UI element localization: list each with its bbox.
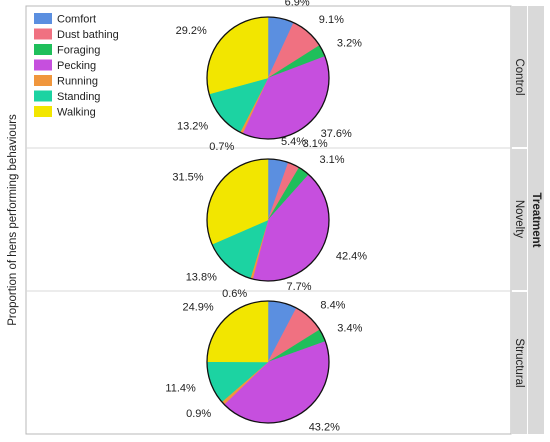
data-label: 8.4%: [320, 300, 345, 312]
data-label: 6.9%: [285, 0, 310, 9]
data-label: 0.7%: [209, 141, 234, 153]
data-label: 24.9%: [182, 301, 213, 313]
data-label: 43.2%: [309, 421, 340, 433]
legend-swatch-running: [34, 75, 52, 86]
facet-strip: [511, 6, 527, 147]
facet-label-control: Control: [513, 58, 525, 95]
data-label: 3.1%: [320, 154, 345, 166]
data-label: 13.8%: [186, 272, 217, 284]
facet-label-novelty: Novelty: [513, 200, 525, 239]
pie-control: 6.9% 9.1% 3.2% 37.6% 0.7%13.2% 29.2%: [176, 0, 363, 153]
legend-label: Foraging: [57, 45, 100, 57]
pie-structural: 7.7% 8.4% 3.4% 43.2% 0.9% 11.4% 24.9%: [165, 281, 362, 433]
legend-label: Pecking: [57, 60, 96, 72]
data-label: 0.6%: [222, 288, 247, 300]
data-label: 31.5%: [172, 172, 203, 184]
data-label: 0.9%: [186, 408, 211, 420]
facet-group-strip: [528, 6, 544, 434]
data-label: 3.4%: [337, 322, 362, 334]
data-label: 37.6%: [321, 128, 352, 140]
legend: Comfort Dust bathing Foraging Pecking Runnin…: [34, 13, 119, 119]
legend-swatch-pecking: [34, 59, 52, 71]
data-label: 5.4%: [281, 136, 306, 148]
y-axis-label: Proportion of hens performing behaviours: [7, 114, 19, 326]
data-label: 3.2%: [337, 38, 362, 50]
facet-strip: [511, 149, 527, 290]
legend-label: Comfort: [57, 14, 96, 26]
legend-label: Dust bathing: [57, 29, 119, 41]
pie-outline: [206, 300, 330, 424]
data-label: 11.4%: [165, 383, 196, 395]
facet-strip: [511, 292, 527, 434]
legend-swatch-foraging: [34, 44, 52, 55]
pie-novelty: 5.4%3.1%3.1%42.4%0.6%13.8%31.5%: [172, 136, 367, 300]
data-label: 42.4%: [336, 250, 367, 262]
legend-swatch-dust-bathing: [34, 28, 52, 40]
facet-label-structural: Structural: [513, 338, 525, 387]
pies: 6.9%9.1%3.2%37.6%0.7%13.2%29.2%5.4%3.1%3…: [165, 0, 367, 433]
pie-outline: [206, 158, 330, 282]
pie-outline: [206, 16, 330, 140]
legend-swatch-comfort: [34, 13, 52, 24]
legend-label: Walking: [57, 107, 96, 119]
data-label: 13.2%: [177, 120, 208, 132]
data-label: 7.7%: [287, 281, 312, 293]
facet-group-label: Treatment: [530, 193, 542, 248]
legend-label: Standing: [57, 91, 100, 103]
legend-swatch-walking: [34, 106, 52, 117]
legend-swatch-standing: [34, 90, 52, 102]
data-label: 3.1%: [303, 138, 328, 150]
data-label: 29.2%: [176, 25, 207, 37]
legend-label: Running: [57, 76, 98, 88]
data-label: 9.1%: [319, 14, 344, 26]
